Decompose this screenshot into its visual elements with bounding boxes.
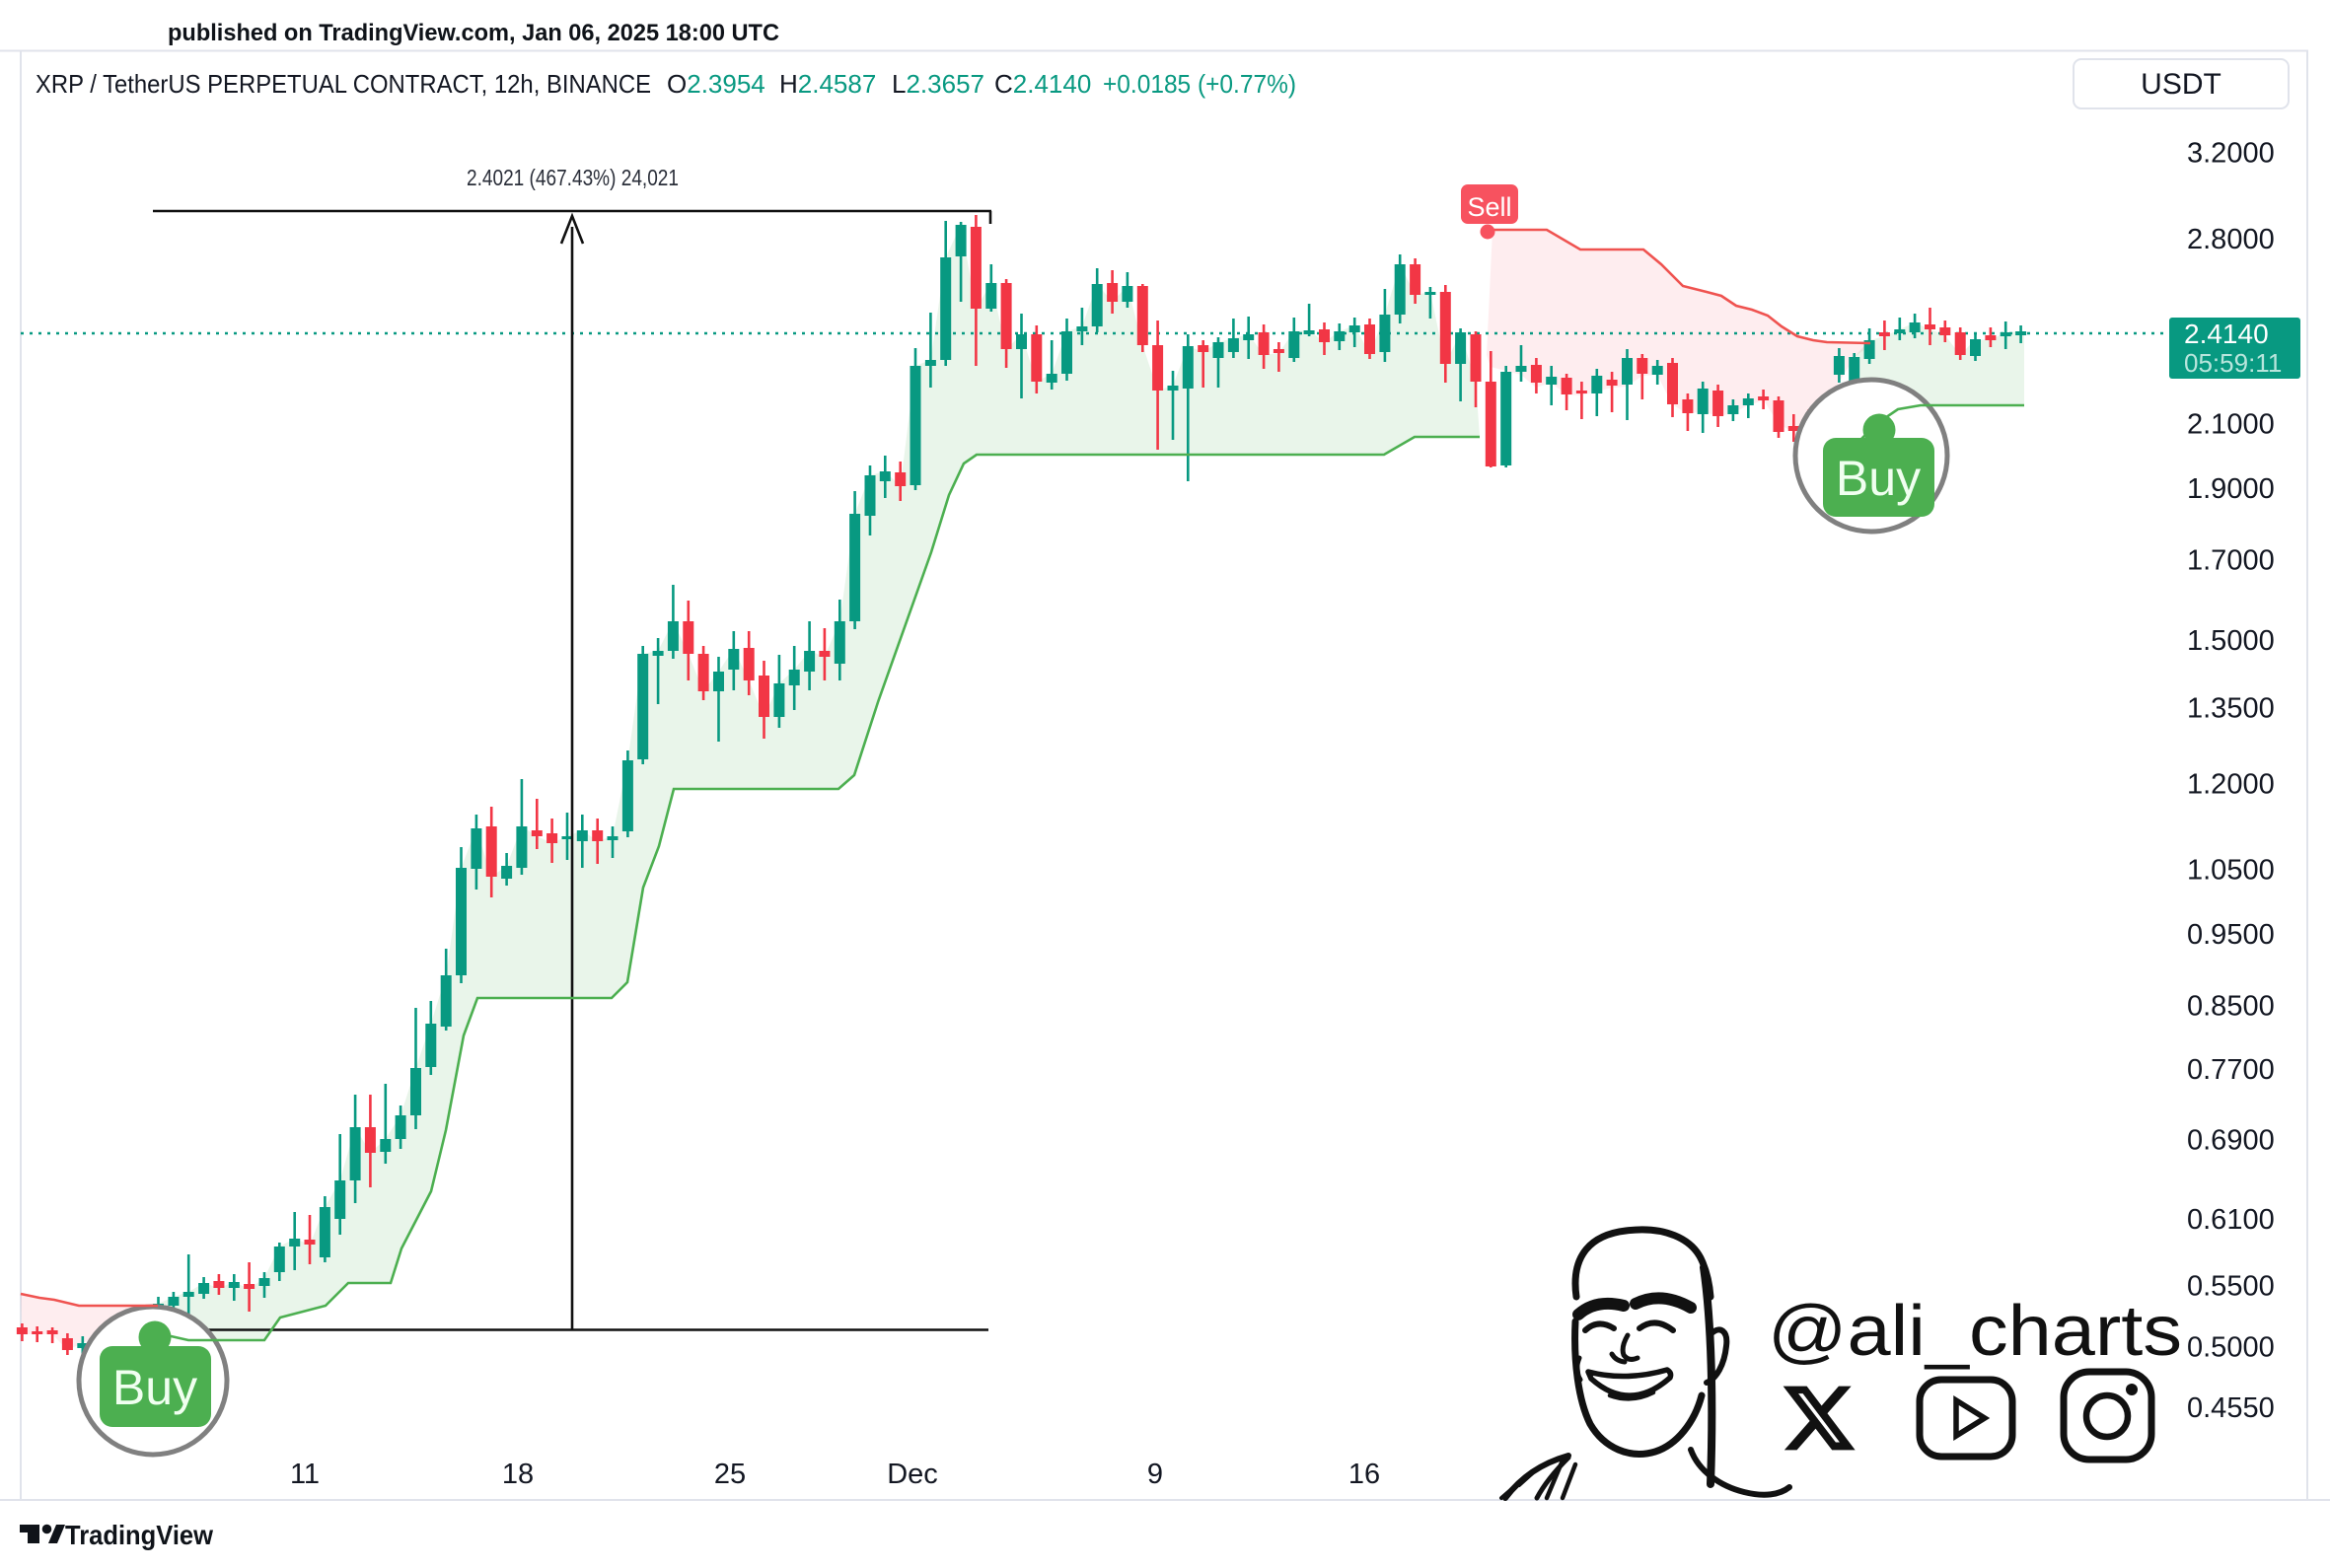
svg-text:0.9500: 0.9500 — [2187, 919, 2275, 951]
svg-text:9: 9 — [1147, 1459, 1163, 1490]
svg-text:2.8000: 2.8000 — [2187, 224, 2275, 255]
svg-text:0.6900: 0.6900 — [2187, 1125, 2275, 1157]
svg-text:1.3500: 1.3500 — [2187, 693, 2275, 725]
svg-text:published on TradingView.com,: published on TradingView.com, Jan 06, 20… — [168, 20, 779, 46]
svg-text:C2.4140: C2.4140 — [994, 69, 1091, 99]
svg-text:0.5500: 0.5500 — [2187, 1271, 2275, 1303]
svg-text:2.4021 (467.43%) 24,021: 2.4021 (467.43%) 24,021 — [467, 165, 679, 190]
svg-text:1.2000: 1.2000 — [2187, 769, 2275, 801]
svg-text:TradingView: TradingView — [65, 1520, 213, 1550]
svg-text:0.7700: 0.7700 — [2187, 1054, 2275, 1086]
svg-text:2.1000: 2.1000 — [2187, 409, 2275, 441]
svg-text:1.0500: 1.0500 — [2187, 855, 2275, 887]
svg-text:+0.0185 (+0.77%): +0.0185 (+0.77%) — [1103, 69, 1296, 99]
svg-text:1.9000: 1.9000 — [2187, 473, 2275, 505]
svg-text:@ali_charts: @ali_charts — [1768, 1292, 2182, 1371]
svg-text:2.4140: 2.4140 — [2184, 319, 2269, 349]
svg-text:XRP / TetherUS PERPETUAL CONTR: XRP / TetherUS PERPETUAL CONTRACT, 12h, … — [36, 69, 651, 99]
svg-text:0.4550: 0.4550 — [2187, 1392, 2275, 1424]
svg-text:25: 25 — [714, 1459, 746, 1490]
svg-text:USDT: USDT — [2141, 68, 2221, 101]
svg-text:1.7000: 1.7000 — [2187, 544, 2275, 576]
svg-text:0.8500: 0.8500 — [2187, 991, 2275, 1023]
svg-text:1.5000: 1.5000 — [2187, 625, 2275, 657]
svg-text:H2.4587: H2.4587 — [779, 69, 876, 99]
svg-text:Buy: Buy — [112, 1360, 197, 1415]
svg-text:11: 11 — [290, 1459, 320, 1490]
svg-text:18: 18 — [502, 1459, 534, 1490]
svg-text:Sell: Sell — [1467, 192, 1511, 222]
svg-text:0.5000: 0.5000 — [2187, 1332, 2275, 1364]
svg-text:Buy: Buy — [1836, 451, 1921, 506]
svg-text:Dec: Dec — [887, 1459, 938, 1490]
svg-text:05:59:11: 05:59:11 — [2184, 348, 2282, 378]
svg-text:16: 16 — [1348, 1459, 1380, 1490]
svg-text:0.6100: 0.6100 — [2187, 1204, 2275, 1236]
svg-text:L2.3657: L2.3657 — [892, 69, 984, 99]
svg-text:O2.3954: O2.3954 — [667, 69, 765, 99]
svg-text:3.2000: 3.2000 — [2187, 138, 2275, 170]
